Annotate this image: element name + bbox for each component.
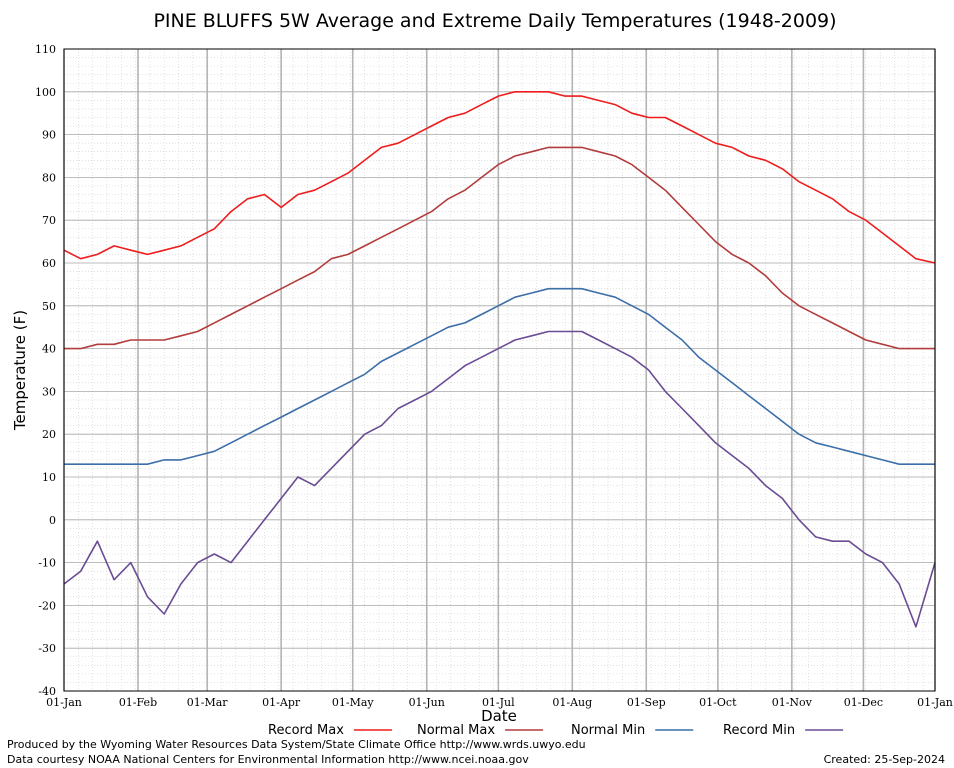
y-tick-label: 60 bbox=[42, 257, 56, 270]
y-tick-label: -40 bbox=[38, 685, 56, 698]
x-axis-ticks: 01-Jan 01-Feb 01-Mar 01-Apr 01-May 01-Jun 01-J… bbox=[46, 696, 953, 709]
series-line-record-max bbox=[63, 91, 936, 264]
y-tick-label: 50 bbox=[42, 300, 56, 313]
y-tick-label: 0 bbox=[49, 514, 56, 527]
x-tick-label: 01-May bbox=[332, 696, 375, 709]
x-tick-label: 01-Aug bbox=[552, 696, 592, 709]
x-tick-label: 01-Feb bbox=[119, 696, 157, 709]
plot-frame bbox=[63, 48, 936, 692]
chart-title: PINE BLUFFS 5W Average and Extreme Daily… bbox=[153, 10, 836, 32]
x-tick-label: 01-Nov bbox=[772, 696, 813, 709]
series-layer bbox=[63, 91, 936, 628]
footer-producer: Produced by the Wyoming Water Resources … bbox=[7, 738, 586, 751]
series-line-record-min bbox=[63, 330, 936, 628]
x-tick-label: 01-Jan bbox=[46, 696, 82, 709]
y-tick-label: 80 bbox=[42, 171, 56, 184]
x-tick-label: 01-Jul bbox=[482, 696, 515, 709]
x-tick-label: 01-Dec bbox=[844, 696, 883, 709]
y-tick-label: 40 bbox=[42, 343, 56, 356]
y-tick-label: 30 bbox=[42, 385, 56, 398]
legend-label: Normal Max bbox=[417, 723, 495, 738]
y-tick-label: 90 bbox=[42, 129, 56, 142]
legend-label: Record Min bbox=[723, 723, 795, 738]
legend: Record Max Normal Max Normal Min Record Min bbox=[268, 723, 844, 738]
legend-label: Record Max bbox=[268, 723, 344, 738]
grid bbox=[63, 48, 936, 692]
y-tick-label: 10 bbox=[42, 471, 56, 484]
y-tick-label: 70 bbox=[42, 214, 56, 227]
x-tick-label: 01-Jun bbox=[409, 696, 445, 709]
series-line-normal-min bbox=[64, 287, 935, 466]
x-tick-label: 01-Jan bbox=[917, 696, 953, 709]
footer-created-date: Created: 25-Sep-2024 bbox=[824, 753, 945, 766]
x-tick-label: 01-Mar bbox=[187, 696, 229, 709]
y-axis-ticks: -40 -30 -20 -10 0 10 20 30 40 50 60 70 80 90 100 110 bbox=[35, 43, 56, 698]
y-tick-label: 100 bbox=[35, 86, 56, 99]
y-axis-label: Temperature (F) bbox=[11, 310, 29, 431]
y-tick-label: 110 bbox=[35, 43, 56, 56]
y-tick-label: 20 bbox=[42, 428, 56, 441]
x-tick-label: 01-Sep bbox=[627, 696, 666, 709]
y-tick-label: -30 bbox=[38, 642, 56, 655]
footer-data-source: Data courtesy NOAA National Centers for … bbox=[7, 753, 529, 766]
x-axis-label: Date bbox=[481, 707, 517, 725]
x-tick-label: 01-Apr bbox=[262, 696, 301, 709]
y-tick-label: -10 bbox=[38, 557, 56, 570]
y-tick-label: -20 bbox=[38, 599, 56, 612]
x-tick-label: 01-Oct bbox=[699, 696, 737, 709]
series-line-normal-max bbox=[64, 146, 935, 350]
legend-label: Normal Min bbox=[571, 723, 645, 738]
